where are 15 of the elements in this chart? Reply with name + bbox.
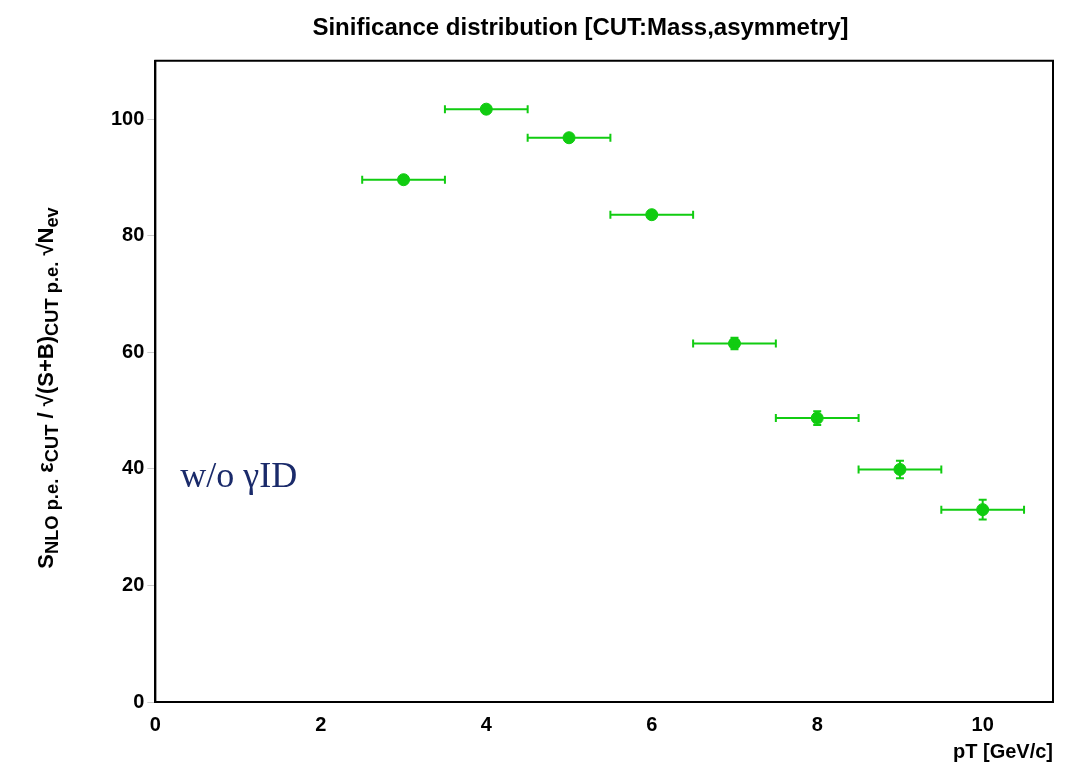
x-tick-label: 4 — [480, 712, 493, 735]
y-tick-label: 0 — [133, 689, 145, 712]
x-tick-label: 2 — [315, 712, 327, 735]
x-tick-label: 0 — [149, 712, 161, 735]
y-tick-label: 20 — [122, 572, 145, 595]
y-tick-label: 40 — [122, 456, 145, 479]
y-tick-label: 100 — [110, 106, 145, 129]
y-tick-label: 80 — [122, 223, 145, 246]
x-axis-title: pT [GeV/c] — [952, 739, 1053, 762]
x-tick-label: 6 — [646, 712, 658, 735]
chart-title: Sinificance distribution [CUT:Mass,asymmetry] — [312, 13, 849, 41]
x-tick-label: 8 — [811, 712, 823, 735]
x-tick-label: 10 — [971, 712, 994, 735]
annotation: w/o γID — [180, 455, 298, 496]
y-tick-label: 60 — [122, 339, 145, 362]
